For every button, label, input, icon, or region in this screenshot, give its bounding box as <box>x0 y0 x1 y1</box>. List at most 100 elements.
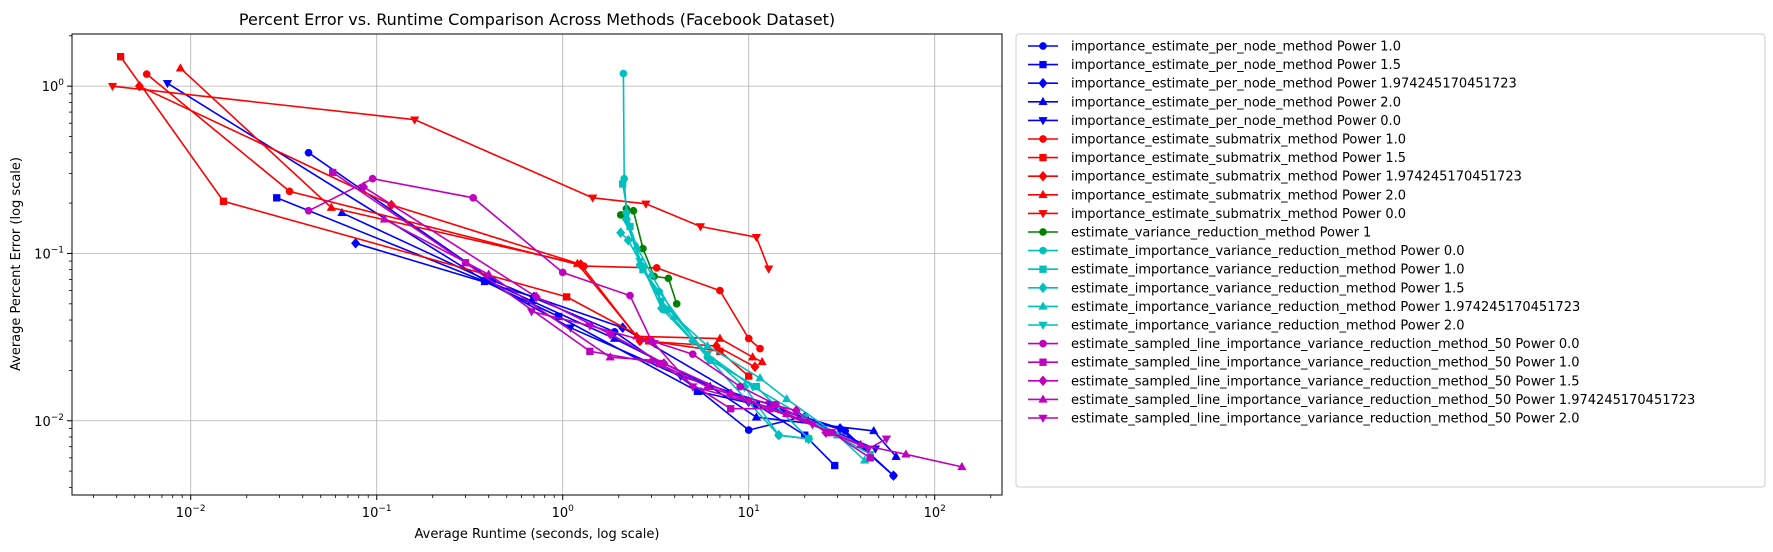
data-point <box>469 193 478 202</box>
series-19 <box>359 181 831 438</box>
x-tick-label-base: 10 <box>738 506 755 521</box>
data-point <box>756 344 764 353</box>
legend-label: importance_estimate_submatrix_method Pow… <box>1071 188 1406 203</box>
series-line <box>355 242 895 477</box>
legend-label: estimate_importance_variance_reduction_m… <box>1071 244 1465 259</box>
legend-label: estimate_sampled_line_importance_varianc… <box>1071 374 1580 389</box>
data-point <box>664 274 673 283</box>
data-point <box>804 433 814 445</box>
grid <box>72 34 1002 495</box>
data-point <box>782 393 792 403</box>
legend-marker <box>1039 265 1047 273</box>
series-line <box>276 197 836 467</box>
data-point <box>774 429 784 441</box>
x-axis-label: Average Runtime (seconds, log scale) <box>415 527 660 542</box>
data-point <box>359 181 369 193</box>
data-point <box>368 174 377 183</box>
data-point <box>744 426 753 434</box>
legend-item: importance_estimate_per_node_method Powe… <box>1028 95 1401 110</box>
legend-item: estimate_sampled_line_importance_varianc… <box>1028 337 1580 352</box>
legend-marker <box>1039 153 1047 162</box>
data-point <box>410 116 420 125</box>
legend-label: estimate_sampled_line_importance_varianc… <box>1071 337 1580 352</box>
legend-item: importance_estimate_submatrix_method Pow… <box>1028 188 1406 203</box>
data-point <box>649 340 659 349</box>
data-point <box>755 373 765 382</box>
data-point <box>619 180 627 188</box>
legend-marker <box>1039 246 1047 255</box>
x-tick-label: 102 <box>924 504 946 521</box>
legend-marker <box>1039 42 1047 50</box>
legend-label: importance_estimate_per_node_method Powe… <box>1071 58 1401 73</box>
legend: importance_estimate_per_node_method Powe… <box>1015 33 1766 488</box>
series-line <box>112 85 770 270</box>
data-point <box>616 227 626 239</box>
legend-label: importance_estimate_per_node_method Powe… <box>1071 40 1401 55</box>
data-point <box>888 470 899 482</box>
series-line <box>308 177 830 434</box>
legend-marker <box>1038 96 1048 106</box>
data-point <box>219 197 228 205</box>
data-point <box>744 398 754 407</box>
data-point <box>337 207 347 217</box>
data-point <box>656 302 667 314</box>
data-point <box>646 355 657 364</box>
y-tick-label: 10−1 <box>34 245 64 262</box>
data-point <box>329 168 337 177</box>
y-tick-label-base: 10 <box>34 415 51 430</box>
x-tick-label-exponent: 2 <box>940 504 946 514</box>
legend-marker <box>1039 358 1047 366</box>
x-tick-label-exponent: 0 <box>568 504 574 514</box>
series-line <box>531 310 887 450</box>
data-point <box>285 187 294 196</box>
data-point <box>175 63 186 72</box>
data-point <box>702 350 713 360</box>
data-point <box>957 461 967 471</box>
series-line <box>620 232 809 440</box>
data-point <box>629 206 638 215</box>
legend-marker <box>1038 301 1048 310</box>
legend-item: importance_estimate_per_node_method Powe… <box>1028 114 1401 129</box>
data-point <box>585 322 595 331</box>
data-point <box>757 356 767 366</box>
data-point <box>605 352 615 361</box>
x-tick-label: 100 <box>552 504 575 521</box>
legend-item: estimate_variance_reduction_method Power… <box>1028 226 1371 241</box>
legend-marker <box>1039 339 1047 348</box>
legend-marker <box>1039 228 1047 236</box>
legend-label: importance_estimate_submatrix_method Pow… <box>1071 151 1406 166</box>
series-7 <box>116 53 753 380</box>
data-point <box>351 237 361 249</box>
legend-item: importance_estimate_submatrix_method Pow… <box>1028 207 1406 222</box>
y-tick-label-exponent: −2 <box>51 413 64 423</box>
legend-label: importance_estimate_submatrix_method Pow… <box>1071 207 1406 222</box>
data-point <box>688 350 697 359</box>
data-point <box>831 461 839 470</box>
legend-marker <box>1038 117 1048 126</box>
data-point <box>702 381 713 390</box>
legend-label: estimate_variance_reduction_method Power… <box>1071 226 1371 241</box>
data-point <box>702 340 713 350</box>
data-point <box>572 258 583 267</box>
data-point <box>273 194 281 202</box>
data-point <box>881 435 892 444</box>
legend-marker <box>1038 210 1048 219</box>
data-point <box>304 148 313 157</box>
x-tick-label-base: 10 <box>176 506 193 521</box>
data-point <box>750 361 760 373</box>
data-point <box>695 223 706 232</box>
legend-item: estimate_sampled_line_importance_varianc… <box>1028 393 1695 408</box>
legend-item: estimate_sampled_line_importance_varianc… <box>1028 356 1580 371</box>
data-point <box>142 70 151 78</box>
data-point <box>863 445 874 454</box>
data-point <box>563 293 571 301</box>
legend-frame <box>1015 33 1766 488</box>
legend-marker <box>1038 189 1048 199</box>
legend-label: estimate_importance_variance_reduction_m… <box>1071 319 1465 334</box>
legend-item: importance_estimate_submatrix_method Pow… <box>1028 133 1406 148</box>
legend-marker <box>1038 375 1048 387</box>
series-line <box>119 56 750 377</box>
legend-label: estimate_importance_variance_reduction_m… <box>1071 300 1580 315</box>
legend-label: estimate_sampled_line_importance_varianc… <box>1071 393 1695 408</box>
